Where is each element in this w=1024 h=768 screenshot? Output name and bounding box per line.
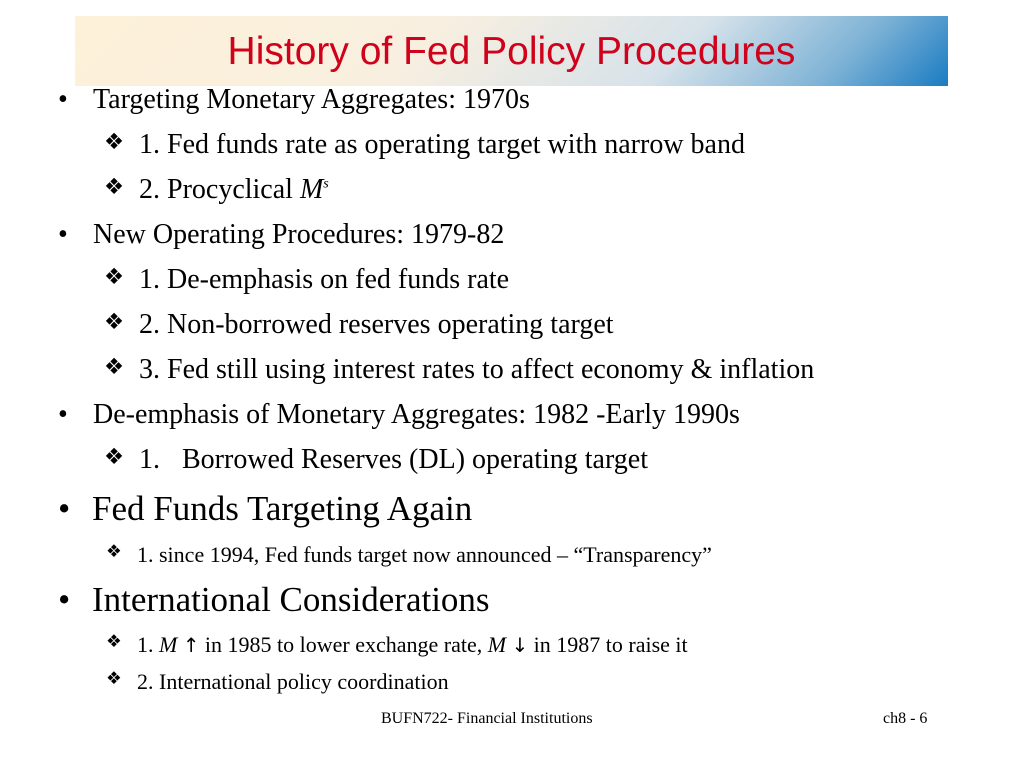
- sub-bullet-body: Borrowed Reserves (DL) operating target: [182, 444, 648, 475]
- slide-title: History of Fed Policy Procedures: [227, 30, 796, 73]
- footer-course: BUFN722- Financial Institutions: [381, 710, 593, 727]
- bullet-marker: •: [58, 219, 68, 250]
- bullet-text: International Considerations: [92, 580, 490, 619]
- money-supply-symbol: M: [299, 174, 324, 205]
- money-supply-superscript: s: [323, 176, 329, 192]
- sub-bullet-text: 2. Non-borrowed reserves operating targe…: [139, 309, 614, 340]
- up-arrow-icon: ↑: [182, 634, 200, 657]
- sub-bullet-text: 2. Procyclical Ms: [139, 174, 329, 206]
- diamond-bullet-icon: ❖: [104, 354, 125, 380]
- sub-bullet-text: 1. M ↑ in 1985 to lower exchange rate, M…: [137, 632, 688, 657]
- footer-page-number: ch8 - 6: [883, 710, 928, 727]
- bullet-marker: •: [58, 580, 71, 619]
- diamond-bullet-icon: ❖: [106, 542, 122, 562]
- sub-bullet-number: 1.: [139, 444, 160, 475]
- diamond-bullet-icon: ❖: [104, 174, 125, 200]
- down-arrow-icon: ↓: [511, 634, 529, 657]
- money-symbol: M: [487, 632, 507, 657]
- bullet-text: New Operating Procedures: 1979-82: [93, 219, 505, 250]
- diamond-bullet-icon: ❖: [104, 444, 125, 470]
- title-banner: History of Fed Policy Procedures: [75, 16, 948, 86]
- bullet-text: Targeting Monetary Aggregates: 1970s: [93, 84, 530, 115]
- sub-bullet-text: 3. Fed still using interest rates to aff…: [139, 354, 815, 385]
- sub-bullet-text: 1. Borrowed Reserves (DL) operating targe…: [139, 444, 648, 476]
- diamond-bullet-icon: ❖: [104, 309, 125, 335]
- sub-bullet-text: 1. since 1994, Fed funds target now anno…: [137, 542, 712, 567]
- diamond-bullet-icon: ❖: [106, 669, 122, 689]
- sub-bullet-text: 2. International policy coordination: [137, 669, 449, 694]
- money-symbol: M: [159, 632, 178, 657]
- bullet-marker: •: [58, 489, 71, 528]
- diamond-bullet-icon: ❖: [106, 632, 122, 652]
- sub-bullet-prefix: 2. Procyclical: [139, 174, 300, 205]
- diamond-bullet-icon: ❖: [104, 264, 125, 290]
- sub-bullet-text: 1. De-emphasis on fed funds rate: [139, 264, 510, 295]
- diamond-bullet-icon: ❖: [104, 129, 125, 155]
- bullet-marker: •: [58, 399, 68, 430]
- bullet-text: Fed Funds Targeting Again: [92, 489, 473, 528]
- bullet-text: De-emphasis of Monetary Aggregates: 1982…: [93, 399, 740, 430]
- sub-bullet-text: 1. Fed funds rate as operating target wi…: [139, 129, 745, 160]
- bullet-marker: •: [58, 84, 68, 115]
